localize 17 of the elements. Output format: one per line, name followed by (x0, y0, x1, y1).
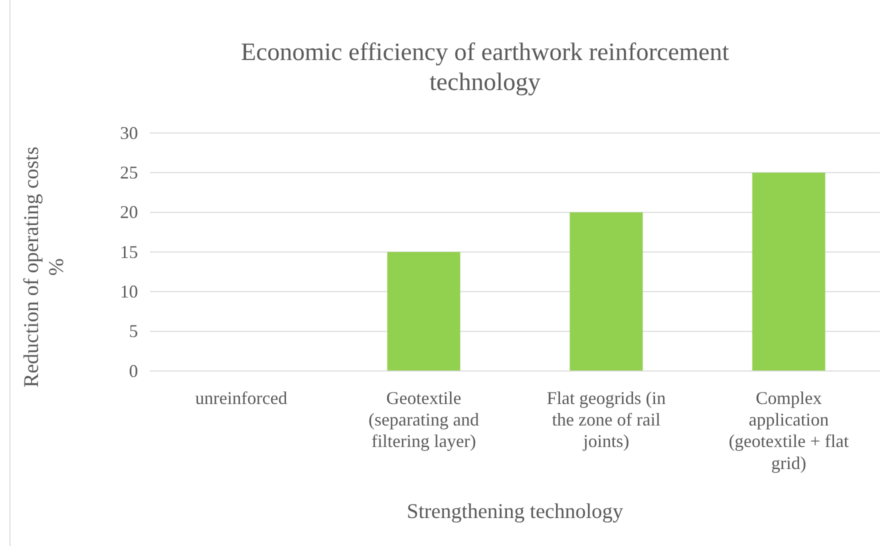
bar (387, 252, 460, 371)
y-tick-label: 5 (129, 321, 138, 342)
y-tick-label: 30 (120, 122, 138, 143)
y-tick-label: 15 (120, 242, 138, 262)
y-tick-label: 10 (120, 281, 138, 302)
x-tick-label: Flat geogrids (in the zone of rail joints) (546, 388, 666, 452)
bar (752, 172, 826, 371)
y-tick-label: 25 (120, 162, 138, 182)
y-tick-label: 0 (129, 360, 138, 381)
x-tick-label: Complex application (geotextile + flat grid) (728, 388, 849, 473)
chart-title: Economic efficiency of earthwork reinforcement technology (240, 39, 730, 96)
x-axis-title: Strengthening technology (406, 499, 624, 523)
y-tick-label: 20 (120, 202, 138, 222)
x-tick-label: unreinforced (195, 388, 288, 408)
y-axis-title: Reduction of operating costs % (19, 146, 68, 388)
x-tick-label: Geotextile (separating and filtering layer) (368, 388, 479, 452)
bar (570, 212, 643, 371)
